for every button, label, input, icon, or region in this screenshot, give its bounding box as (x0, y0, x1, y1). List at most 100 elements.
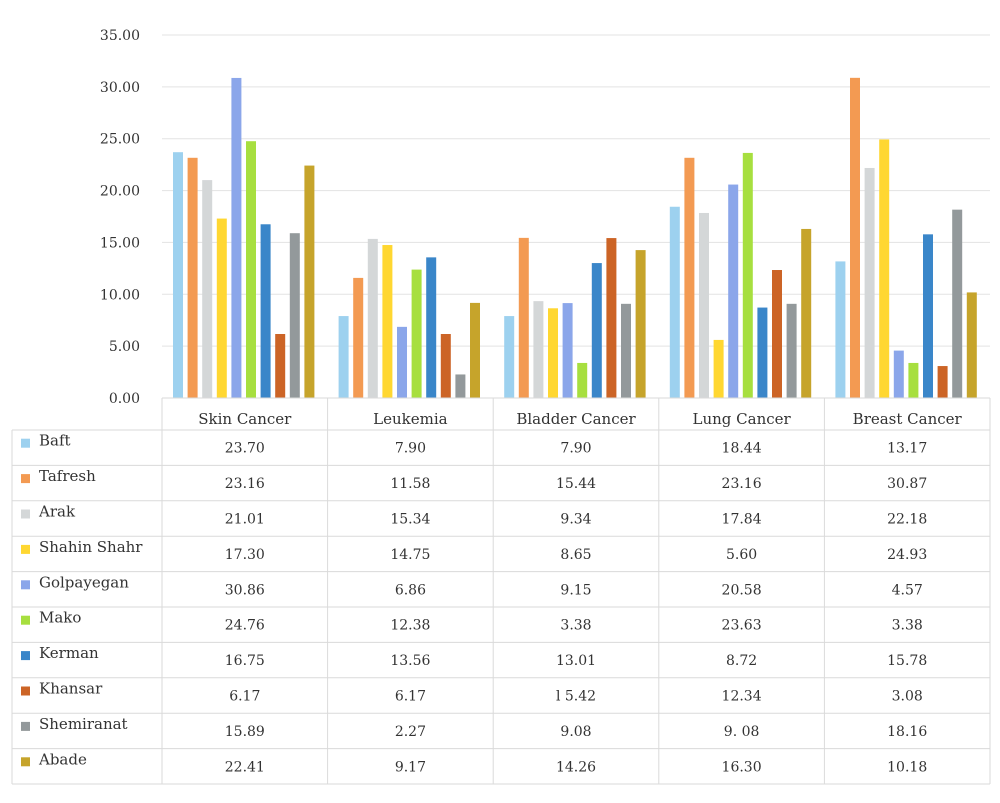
legend-series-name: Mako (39, 609, 81, 627)
data-label: 24.76 (225, 618, 265, 634)
y-tick-label: 25.00 (100, 132, 140, 148)
legend-series-name: Arak (38, 503, 76, 521)
bar (231, 77, 242, 398)
data-label: 3.08 (892, 689, 923, 705)
legend-swatch (21, 544, 30, 554)
bar (504, 316, 515, 398)
legend-series-name: Shahin Shahr (39, 538, 143, 556)
legend-series-name: Tafresh (39, 467, 96, 485)
data-label: l 5.42 (556, 689, 596, 705)
bar (518, 237, 529, 398)
category-label: Bladder Cancer (516, 410, 636, 428)
data-label: 4.57 (892, 582, 923, 598)
legend-series-name: Abade (38, 750, 87, 768)
legend-swatch (21, 757, 30, 767)
data-label: 23.16 (225, 476, 265, 492)
data-label: 22.41 (225, 759, 265, 775)
bar (966, 292, 977, 398)
bar (937, 366, 948, 398)
bar (742, 152, 753, 398)
bar (757, 307, 768, 398)
bar (397, 326, 407, 398)
category-label: Skin Cancer (198, 410, 292, 428)
bar (591, 263, 602, 398)
bar (577, 362, 588, 398)
data-label: 23.70 (225, 441, 265, 457)
legend-swatch (21, 686, 30, 696)
bar (470, 302, 480, 398)
legend-swatch (21, 438, 30, 448)
bar (246, 141, 256, 398)
data-label: 9.17 (395, 759, 426, 775)
data-label: 5.60 (726, 547, 757, 563)
data-label: 17.84 (722, 512, 762, 528)
bar (353, 277, 364, 398)
data-label: 7.90 (560, 441, 591, 457)
y-tick-label: 35.00 (100, 28, 140, 44)
data-label: 14.26 (556, 759, 596, 775)
bar (289, 233, 300, 398)
data-label: 15.78 (887, 653, 927, 669)
bar (684, 157, 695, 398)
legend-series-name: Kerman (39, 644, 99, 662)
bar (850, 77, 860, 399)
bar (562, 303, 573, 398)
bar (952, 209, 963, 398)
data-label: 6.17 (229, 689, 260, 705)
bar (275, 334, 286, 398)
data-label: 13.01 (556, 653, 596, 669)
data-label: 8.65 (560, 547, 591, 563)
bar (187, 157, 198, 398)
category-label: Lung Cancer (693, 410, 792, 428)
data-label: 15.44 (556, 476, 596, 492)
y-tick-label: 30.00 (100, 80, 140, 96)
data-label: 9. 08 (724, 724, 760, 740)
bar (923, 234, 933, 398)
y-tick-label: 10.00 (100, 287, 140, 303)
data-label: 6.17 (395, 689, 426, 705)
data-table: Skin Cancer Leukemia Bladder Cancer Lung Ca… (11, 397, 991, 785)
data-label: 12.38 (390, 618, 430, 634)
data-label: 30.87 (887, 476, 927, 492)
category-label: Breast Cancer (853, 410, 963, 428)
bar (173, 152, 183, 398)
data-label: 22.18 (887, 512, 927, 528)
data-label: 15.89 (225, 724, 265, 740)
bar (879, 139, 890, 398)
data-label: 11.58 (390, 476, 430, 492)
y-tick-label: 5.00 (109, 339, 140, 355)
data-label: 9.08 (560, 724, 591, 740)
bar (864, 167, 875, 398)
legend-series-name: Golpayegan (39, 573, 129, 591)
bar (621, 303, 631, 398)
bar (893, 350, 904, 398)
bar (713, 339, 724, 398)
bar (304, 165, 315, 398)
bar (635, 250, 646, 398)
bar (338, 316, 349, 398)
data-label: 9.34 (560, 512, 591, 528)
data-label: 21.01 (225, 512, 265, 528)
data-label: 18.16 (887, 724, 927, 740)
bar (908, 362, 919, 398)
bar (728, 184, 739, 398)
data-label: 24.93 (887, 547, 927, 563)
data-label: 9.15 (560, 582, 591, 598)
gridlines (162, 34, 990, 399)
legend-swatch (21, 474, 30, 484)
data-label: 16.30 (722, 759, 762, 775)
bar (382, 245, 393, 398)
data-label: 17.30 (225, 547, 265, 563)
data-label: 2.27 (395, 724, 426, 740)
bar (548, 308, 558, 398)
data-label: 20.58 (722, 582, 762, 598)
y-tick-label: 15.00 (100, 235, 140, 251)
bars (173, 77, 977, 399)
data-label: 23.16 (722, 476, 762, 492)
bar (411, 269, 422, 398)
data-label: 8.72 (726, 653, 757, 669)
legend-swatch (21, 615, 30, 625)
data-label: 16.75 (225, 653, 265, 669)
category-label: Leukemia (373, 410, 447, 428)
